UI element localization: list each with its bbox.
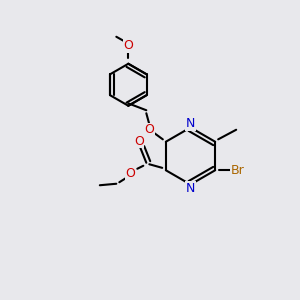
Text: O: O — [144, 123, 154, 136]
Text: O: O — [125, 167, 135, 180]
Text: Br: Br — [231, 164, 244, 177]
Text: O: O — [123, 39, 133, 52]
Text: O: O — [134, 135, 144, 148]
Text: N: N — [186, 182, 195, 195]
Text: N: N — [186, 117, 195, 130]
